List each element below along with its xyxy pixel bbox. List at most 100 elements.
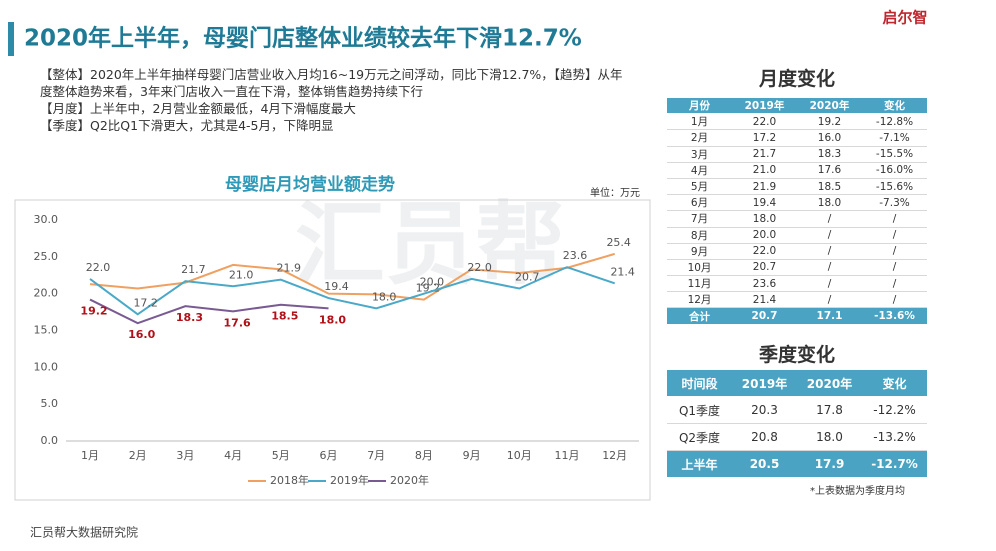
- table-cell: 17.1: [797, 307, 862, 325]
- table-cell: 17.9: [797, 450, 862, 478]
- table-row: 12月 21.4//: [667, 291, 927, 309]
- table-cell: /: [797, 243, 862, 260]
- data-label: 18.3: [176, 311, 203, 324]
- y-tick-label: 30.0: [34, 213, 59, 226]
- table-cell: 20.8: [732, 423, 797, 451]
- data-label: 20.7: [515, 271, 540, 284]
- table-cell: 20.3: [732, 396, 797, 424]
- table-cell: 7月: [667, 210, 732, 228]
- table-cell: 18.0: [797, 194, 862, 212]
- data-label: 21.4: [610, 265, 635, 278]
- table-row: 6月 19.4 18.0 -7.3%: [667, 194, 927, 212]
- table-cell: -12.7%: [862, 450, 927, 478]
- data-label: 21.7: [181, 263, 206, 276]
- table-cell: -12.2%: [862, 396, 927, 424]
- legend-label: 2019年: [330, 473, 369, 487]
- table-row: 月份 2019年 2020年 变化: [667, 98, 927, 115]
- table-cell: 20.7: [732, 307, 797, 325]
- table-cell: 23.6: [732, 275, 797, 293]
- table-cell: 变化: [862, 98, 927, 115]
- table-row: 2月 17.2 16.0 -7.1%: [667, 129, 927, 147]
- data-label: 18.0: [319, 313, 346, 326]
- x-tick-label: 1月: [81, 449, 99, 462]
- table-cell: 21.9: [732, 178, 797, 196]
- table-cell: 合计: [667, 307, 732, 325]
- table-cell: 6月: [667, 194, 732, 212]
- y-tick-label: 0.0: [41, 434, 59, 447]
- x-tick-label: 10月: [507, 449, 532, 462]
- table-cell: /: [797, 291, 862, 309]
- data-label: 21.0: [229, 268, 254, 281]
- table-cell: Q1季度: [667, 396, 732, 424]
- table-cell: /: [797, 210, 862, 228]
- table-cell: 8月: [667, 227, 732, 244]
- table-cell: -7.1%: [862, 129, 927, 147]
- data-label: 19.2: [80, 305, 107, 318]
- table-row: 4月 21.0 17.6 -16.0%: [667, 162, 927, 179]
- table-row: 上半年 20.5 17.9 -12.7%: [667, 450, 927, 478]
- summary-line: 【季度】Q2比Q1下滑更大，尤其是4-5月，下降明显: [40, 118, 334, 133]
- table-note: *上表数据为季度月均: [810, 486, 905, 497]
- table-cell: /: [862, 210, 927, 228]
- table-cell: 18.5: [797, 178, 862, 196]
- table-cell: 17.2: [732, 129, 797, 147]
- data-label: 16.0: [128, 328, 155, 341]
- data-label: 22.0: [467, 261, 492, 274]
- x-tick-label: 5月: [272, 449, 290, 462]
- table-cell: 17.8: [797, 396, 862, 424]
- table-cell: 1月: [667, 113, 732, 131]
- table-cell: /: [797, 259, 862, 277]
- footer: 汇员帮大数据研究院: [30, 525, 138, 540]
- table-cell: 19.4: [732, 194, 797, 212]
- y-tick-label: 15.0: [34, 324, 59, 337]
- table-cell: 2019年: [732, 370, 797, 397]
- table-row: 9月 22.0//: [667, 243, 927, 260]
- table-cell: 20.7: [732, 259, 797, 277]
- table-cell: 19.2: [797, 113, 862, 131]
- table-row: 7月 18.0//: [667, 210, 927, 228]
- table-cell: 21.7: [732, 146, 797, 163]
- x-tick-label: 6月: [320, 449, 338, 462]
- table-row: 合计 20.7 17.1 -13.6%: [667, 307, 927, 325]
- data-label: 17.6: [224, 316, 251, 329]
- data-label: 20.0: [420, 276, 445, 289]
- table-cell: /: [862, 243, 927, 260]
- table-cell: 5月: [667, 178, 732, 196]
- table-cell: 上半年: [667, 450, 732, 478]
- table-cell: 4月: [667, 162, 732, 179]
- table-row: 3月 21.7 18.3 -15.5%: [667, 146, 927, 163]
- table-row: Q1季度 20.3 17.8 -12.2%: [667, 396, 927, 424]
- table-cell: -7.3%: [862, 194, 927, 212]
- monthly-table: 月份 2019年 2020年 变化 1月 22.0 19.2 -12.8% 2月 17.2 16.0…: [667, 98, 927, 325]
- table-cell: -16.0%: [862, 162, 927, 179]
- table-row: 时间段 2019年 2020年 变化: [667, 370, 927, 397]
- table-cell: 18.3: [797, 146, 862, 163]
- legend-label: 2018年: [270, 473, 309, 487]
- logo: 启尔智: [882, 9, 927, 27]
- series-line: [89, 266, 616, 316]
- table-cell: -13.6%: [862, 307, 927, 325]
- data-label: 23.6: [563, 249, 588, 262]
- table-cell: -15.6%: [862, 178, 927, 196]
- table-cell: 2020年: [797, 98, 862, 115]
- y-tick-label: 25.0: [34, 250, 59, 263]
- table-row: 11月 23.6//: [667, 275, 927, 293]
- chart-frame: [14, 199, 651, 501]
- quarterly-title: 季度变化: [758, 344, 835, 366]
- table-cell: 21.4: [732, 291, 797, 309]
- title-bar: [8, 22, 14, 56]
- table-cell: 16.0: [797, 129, 862, 147]
- data-label: 18.0: [372, 290, 397, 303]
- summary: 【整体】2020年上半年抽样母婴门店营业收入月均16~19万元之间浮动，同比下滑…: [40, 66, 630, 134]
- chart-title: 母婴店月均营业额走势: [225, 174, 395, 195]
- data-label: 21.9: [277, 262, 302, 275]
- quarterly-table: 时间段 2019年 2020年 变化 Q1季度 20.3 17.8 -12.2% Q2季度 20.…: [667, 370, 927, 478]
- table-cell: -12.8%: [862, 113, 927, 131]
- table-cell: /: [797, 227, 862, 244]
- table-cell: 2020年: [797, 370, 862, 397]
- table-cell: 20.5: [732, 450, 797, 478]
- y-tick-label: 5.0: [41, 397, 59, 410]
- summary-line: 【整体】2020年上半年抽样母婴门店营业收入月均16~19万元之间浮动，同比下滑…: [40, 67, 623, 99]
- table-cell: -15.5%: [862, 146, 927, 163]
